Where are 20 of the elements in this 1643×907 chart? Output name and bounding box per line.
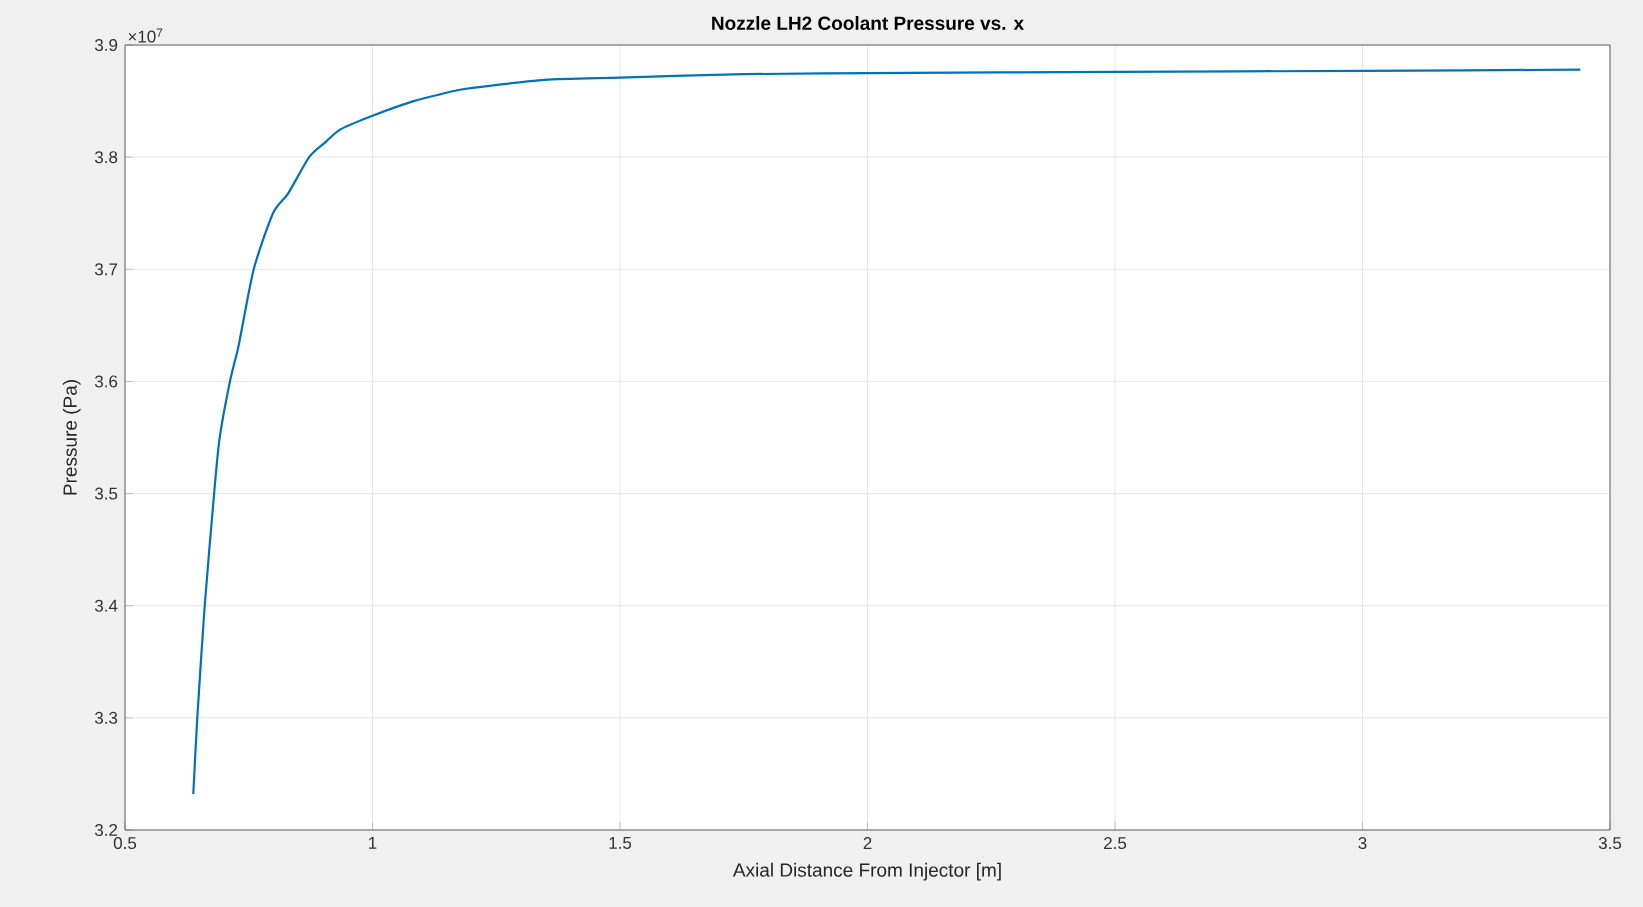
y-tick-label: 3.3 — [94, 711, 118, 724]
x-tick-label: 3.5 — [1598, 837, 1622, 850]
y-tick-label: 3.6 — [94, 375, 118, 388]
y-tick-label: 3.9 — [94, 39, 118, 52]
y-tick-label: 3.5 — [94, 487, 118, 500]
x-tick-label: 2.5 — [1104, 837, 1127, 850]
y-tick-label: 3.8 — [94, 151, 118, 164]
y-tick-label: 3.2 — [94, 823, 118, 837]
x-tick-label: 1 — [369, 837, 377, 849]
y-axis-title: Pressure (Pa) — [62, 380, 81, 495]
chart-title: Nozzle LH2 Coolant Pressure vs. x — [712, 15, 1024, 30]
x-tick-label: 1.5 — [609, 837, 632, 849]
y-tick-label: 3.7 — [94, 263, 118, 276]
x-tick-label: 2 — [863, 837, 872, 849]
line-series — [192, 68, 1582, 796]
x-axis-title: Axial Distance From Injector [m] — [732, 862, 1001, 881]
text: ×10$^{7}$ — [128, 28, 163, 43]
x-tick-label: 3 — [1358, 837, 1367, 850]
x-tick-label: 0.5 — [113, 837, 137, 850]
y-tick-label: 3.4 — [94, 599, 118, 612]
